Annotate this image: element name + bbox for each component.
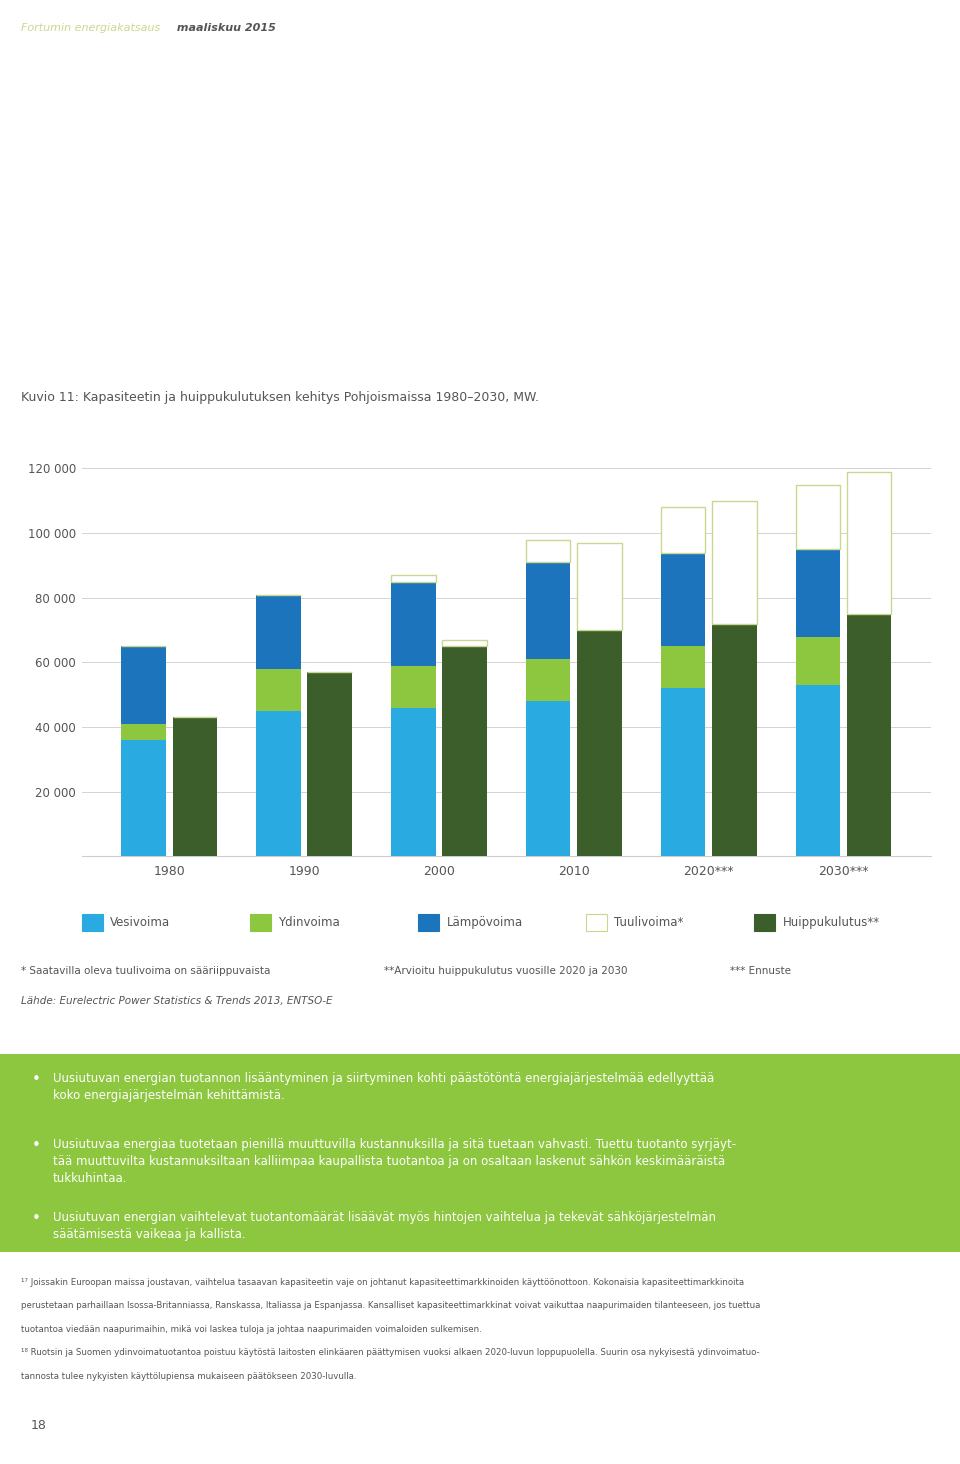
Text: ¹⁸ Ruotsin ja Suomen ydinvoimatuotantoa poistuu käytöstä laitosten elinkäaren pä: ¹⁸ Ruotsin ja Suomen ydinvoimatuotantoa … (21, 1348, 759, 1357)
Text: Uusiutuvan energian tuotannon lisääntyminen ja siirtyminen kohti päästötöntä ene: Uusiutuvan energian tuotannon lisääntymi… (53, 1072, 714, 1101)
Bar (256, 669, 300, 712)
Bar (173, 717, 217, 856)
Text: Huippukulutus**: Huippukulutus** (782, 916, 879, 928)
Text: **Arvioitu huippukulutus vuosille 2020 ja 2030: **Arvioitu huippukulutus vuosille 2020 j… (384, 966, 628, 976)
Text: Lämpövoima: Lämpövoima (446, 916, 522, 928)
Bar (391, 581, 436, 666)
Bar (391, 666, 436, 707)
Text: Lähde: Eurelectric Power Statistics & Trends 2013, ENTSO-E: Lähde: Eurelectric Power Statistics & Tr… (21, 996, 332, 1006)
Text: Vesivoima: Vesivoima (110, 916, 171, 928)
Bar (712, 501, 756, 624)
Text: Tuulivoima*: Tuulivoima* (614, 916, 684, 928)
Text: maaliskuu 2015: maaliskuu 2015 (173, 23, 276, 34)
Text: •: • (32, 1138, 41, 1152)
Bar (526, 659, 570, 701)
Bar (577, 630, 622, 856)
Text: * Saatavilla oleva tuulivoima on sääriippuvaista: * Saatavilla oleva tuulivoima on sääriip… (21, 966, 271, 976)
Bar (660, 508, 706, 552)
Bar (256, 594, 300, 669)
Text: Ydinvoima: Ydinvoima (278, 916, 340, 928)
Text: •: • (32, 1211, 41, 1225)
Bar (256, 712, 300, 856)
Bar (526, 562, 570, 659)
Bar (796, 685, 840, 856)
Bar (121, 646, 166, 723)
Bar (121, 723, 166, 741)
Text: •: • (32, 1072, 41, 1086)
Text: Uusiutuvaa energiaa tuotetaan pienillä muuttuvilla kustannuksilla ja sitä tuetaa: Uusiutuvaa energiaa tuotetaan pienillä m… (53, 1138, 736, 1184)
Text: Fortumin energiakatsaus: Fortumin energiakatsaus (21, 23, 160, 34)
Bar (391, 575, 436, 581)
Text: Kuvio 11: Kapasiteetin ja huippukulutuksen kehitys Pohjoismaissa 1980–2030, MW.: Kuvio 11: Kapasiteetin ja huippukulutuks… (21, 391, 540, 404)
Text: *** Ennuste: *** Ennuste (730, 966, 791, 976)
Text: tuotantoa viedään naapurimaihin, mikä voi laskea tuloja ja johtaa naapurimaiden : tuotantoa viedään naapurimaihin, mikä vo… (21, 1325, 482, 1334)
Bar (391, 707, 436, 856)
Text: ¹⁷ Joissakin Euroopan maissa joustavan, vaihtelua tasaavan kapasiteetin vaje on : ¹⁷ Joissakin Euroopan maissa joustavan, … (21, 1278, 744, 1287)
Text: perustetaan parhaillaan Isossa-Britanniassa, Ranskassa, Italiassa ja Espanjassa.: perustetaan parhaillaan Isossa-Britannia… (21, 1301, 760, 1310)
Bar (526, 540, 570, 562)
Text: tannosta tulee nykyisten käyttölupiensa mukaiseen päätökseen 2030-luvulla.: tannosta tulee nykyisten käyttölupiensa … (21, 1372, 356, 1381)
Bar (847, 613, 892, 856)
Bar (847, 471, 892, 613)
Text: 18: 18 (31, 1419, 46, 1432)
Bar (796, 485, 840, 549)
Bar (526, 701, 570, 856)
Bar (660, 646, 706, 688)
Bar (796, 549, 840, 637)
Text: Uusiutuvan energian vaihtelevat tuotantomäärät lisäävät myös hintojen vaihtelua : Uusiutuvan energian vaihtelevat tuotanto… (53, 1211, 716, 1240)
Bar (712, 624, 756, 856)
Bar (121, 741, 166, 856)
Bar (443, 646, 487, 856)
Bar (577, 543, 622, 630)
Bar (796, 637, 840, 685)
Bar (660, 688, 706, 856)
Bar (307, 672, 352, 856)
Bar (660, 552, 706, 646)
Bar (443, 640, 487, 646)
